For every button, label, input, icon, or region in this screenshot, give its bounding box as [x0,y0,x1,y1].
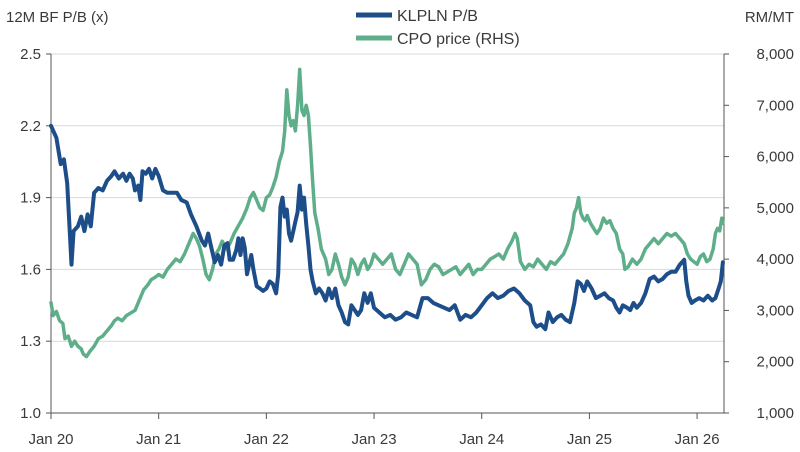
legend-label-cpo: CPO price (RHS) [397,31,520,48]
left-tick-label: 2.5 [20,46,41,63]
right-tick-label: 2,000 [756,354,794,371]
x-tick-label: Jan 23 [352,431,397,448]
x-tick-label: Jan 20 [28,431,73,448]
right-tick-label: 5,000 [756,200,794,217]
right-tick-label: 8,000 [756,46,794,63]
right-tick-label: 3,000 [756,302,794,319]
legend-label-klpln: KLPLN P/B [397,8,478,25]
x-tick-label: Jan 24 [459,431,504,448]
x-tick-label: Jan 22 [244,431,289,448]
right-tick-label: 4,000 [756,251,794,268]
x-tick-label: Jan 25 [567,431,612,448]
legend: KLPLN P/B CPO price (RHS) [356,8,520,48]
series-lines [49,67,725,359]
gridlines [51,53,724,342]
cpo-price-line [49,67,725,359]
left-y-ticks: 1.0 1.3 1.6 1.9 2.2 2.5 [20,46,51,422]
klpln-pb-line [49,123,725,332]
right-tick-label: 6,000 [756,149,794,166]
right-tick-label: 7,000 [756,97,794,114]
left-tick-label: 1.9 [20,190,41,207]
left-tick-label: 1.6 [20,261,41,278]
x-tick-label: Jan 26 [675,431,720,448]
right-axis-title: RM/MT [745,9,794,26]
left-tick-label: 1.0 [20,405,41,422]
x-ticks: Jan 20 Jan 21 Jan 22 Jan 23 Jan 24 Jan 25 Jan … [28,413,720,448]
left-tick-label: 1.3 [20,333,41,350]
right-y-ticks: 1,000 2,000 3,000 4,000 5,000 6,000 7,000 8,000 [724,46,794,422]
x-tick-label: Jan 21 [136,431,181,448]
left-axis-title: 12M BF P/B (x) [6,9,109,26]
left-tick-label: 2.2 [20,118,41,135]
right-tick-label: 1,000 [756,405,794,422]
